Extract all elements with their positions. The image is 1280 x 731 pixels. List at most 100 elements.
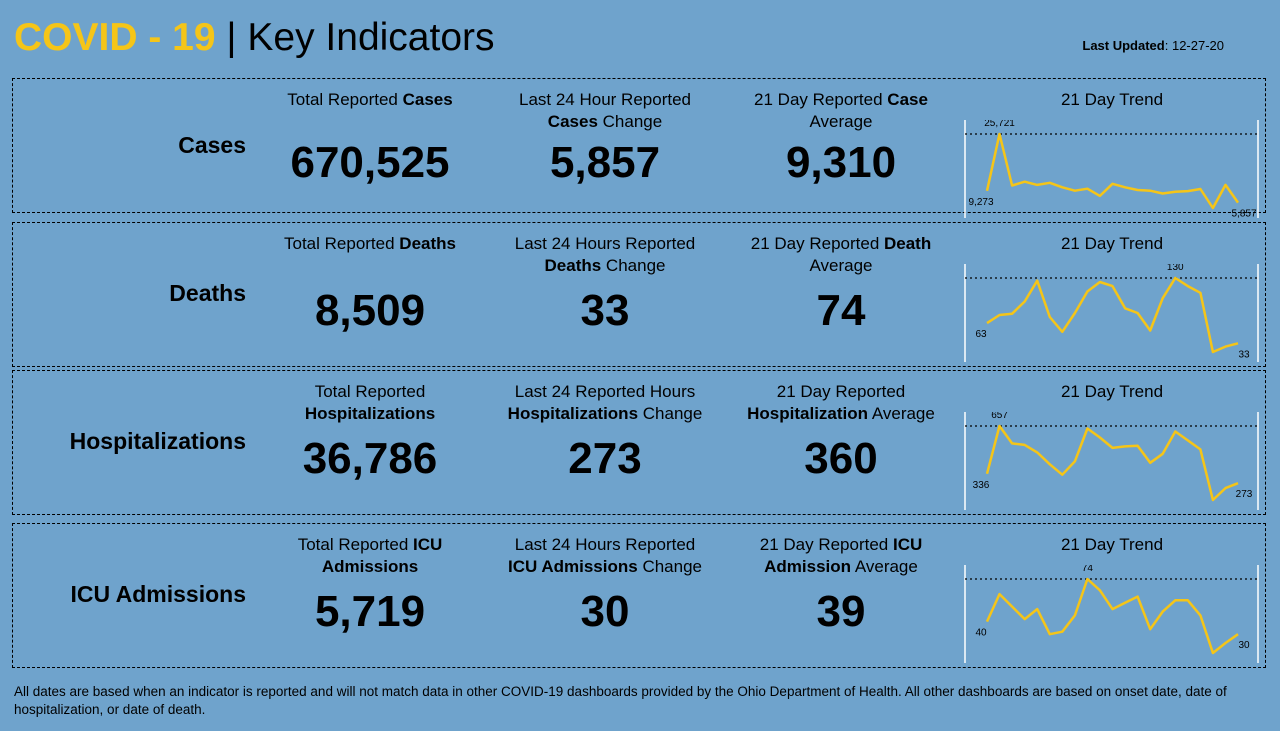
data-label: 25,721 (984, 120, 1015, 129)
text-segment: : 12-27-20 (1164, 38, 1224, 53)
trend-line (985, 132, 1240, 210)
text-segment: 21 Day Reported (754, 90, 888, 109)
data-label: 130 (1167, 264, 1184, 273)
label-line: Last 24 Reported Hours (485, 381, 725, 403)
trend-line (985, 424, 1239, 502)
label-line: Total Reported (250, 381, 490, 403)
text-segment: Case (887, 90, 928, 109)
metric-value: 36,786 (302, 434, 438, 483)
panel (12, 78, 1266, 213)
text-segment: Total Reported (284, 234, 400, 253)
metric-value: 360 (804, 434, 878, 483)
label-line: Admission Average (721, 556, 961, 578)
data-label: 74 (1082, 565, 1094, 574)
text-segment: Last 24 Reported Hours (514, 382, 696, 401)
text-segment: ICU (892, 535, 923, 554)
data-label: 40 (975, 628, 987, 639)
metric-value: 5,719 (314, 587, 426, 636)
metric-label: Last 24 Hour Reported Cases Change (485, 89, 725, 133)
metric-label: 21 Day Reported Hospitalization Average (721, 381, 961, 425)
label-line: Hospitalizations (250, 403, 490, 425)
text-segment: 21 Day Reported (759, 535, 893, 554)
label-line: 21 Day Reported ICU (721, 534, 961, 556)
label-line: Deaths Change (485, 255, 725, 277)
label-line: Hospitalization Average (721, 403, 961, 425)
text-segment: Average (809, 256, 873, 275)
text-segment: Change (601, 256, 666, 275)
label-line: Last 24 Hours Reported (485, 233, 725, 255)
title: COVID - 19 | Key Indicators (14, 16, 495, 60)
label-line: 21 Day Reported (721, 381, 961, 403)
metric-value: 273 (568, 434, 642, 483)
footer-note: All dates are based when an indicator is… (14, 684, 1227, 717)
title-separator: | (226, 16, 237, 59)
text-segment: Change (597, 112, 663, 131)
data-label: 657 (991, 412, 1008, 421)
text-segment: Change (638, 404, 703, 423)
text-segment: 21 Day Reported (776, 382, 906, 401)
metric-value: 30 (580, 587, 630, 636)
label-line: Total Reported Cases (250, 89, 490, 111)
label-line: Total Reported Deaths (250, 233, 490, 255)
metric-value: 8,509 (314, 286, 426, 335)
row-label: ICU Admissions (70, 581, 246, 607)
label-line: Average (721, 111, 961, 133)
data-label: 33 (1238, 349, 1250, 360)
metric-label: 21 Day Reported ICU Admission Average (721, 534, 961, 578)
label-line: Last 24 Hours Reported (485, 534, 725, 556)
data-label: 63 (975, 329, 987, 340)
metric-label: Last 24 Reported Hours Hospitalizations C… (485, 381, 725, 425)
text-segment: ICU Admissions (507, 557, 638, 576)
metric-value: 9,310 (785, 138, 897, 187)
text-segment: Average (809, 112, 873, 131)
text-segment: Last Updated (1082, 38, 1165, 53)
text-segment: Cases (547, 112, 598, 131)
panel (12, 523, 1266, 668)
text-segment: ICU (413, 535, 443, 554)
sparkline: 40 74 30 (964, 565, 1259, 663)
text-segment: Admissions (321, 557, 419, 576)
row-label: Cases (178, 132, 246, 158)
label-line: Last 24 Hour Reported (485, 89, 725, 111)
text-segment: Last 24 Hours Reported (514, 234, 696, 253)
metric-label: Last 24 Hours Reported Deaths Change (485, 233, 725, 277)
data-label: 273 (1236, 489, 1253, 500)
chart-title: 21 Day Trend (1060, 382, 1164, 401)
metric-value: 670,525 (290, 138, 450, 187)
data-label: 9,273 (968, 197, 993, 208)
label-line: Average (721, 255, 961, 277)
label-line: Hospitalizations Change (485, 403, 725, 425)
chart-title: 21 Day Trend (1060, 535, 1164, 554)
metric-label: Total Reported Hospitalizations (250, 381, 490, 425)
panel (12, 370, 1266, 515)
label-line: 21 Day Reported Death (721, 233, 961, 255)
metric-label: Total Reported Cases (250, 89, 490, 111)
text-segment: Deaths (399, 234, 456, 253)
text-segment: Total Reported (297, 535, 413, 554)
label-line: Admissions (250, 556, 490, 578)
metric-value: 5,857 (549, 138, 661, 187)
text-segment: Total Reported (314, 382, 426, 401)
title-sub: Key Indicators (247, 16, 495, 59)
text-segment: Deaths (544, 256, 602, 275)
metric-label: Last 24 Hours Reported ICU Admissions Cha… (485, 534, 725, 578)
panel (12, 222, 1266, 367)
text-segment: Total Reported (287, 90, 403, 109)
label-line: Total Reported ICU (250, 534, 490, 556)
text-segment: Hospitalizations (304, 404, 436, 423)
metric-value: 33 (580, 286, 630, 335)
trend-line (985, 577, 1239, 655)
metric-value: 74 (816, 286, 866, 335)
label-line: ICU Admissions Change (485, 556, 725, 578)
text-segment: Hospitalization (747, 404, 869, 423)
chart-title: 21 Day Trend (1060, 90, 1164, 109)
sparkline: 9,273 25,721 5,857 (964, 120, 1259, 220)
data-label: 30 (1238, 640, 1250, 651)
metric-label: Total Reported Deaths (250, 233, 490, 255)
title-main: COVID - 19 (14, 16, 216, 59)
text-segment: Change (637, 557, 702, 576)
text-segment: Last 24 Hour Reported (519, 90, 691, 109)
text-segment: Cases (402, 90, 453, 109)
text-segment: Average (868, 404, 935, 423)
